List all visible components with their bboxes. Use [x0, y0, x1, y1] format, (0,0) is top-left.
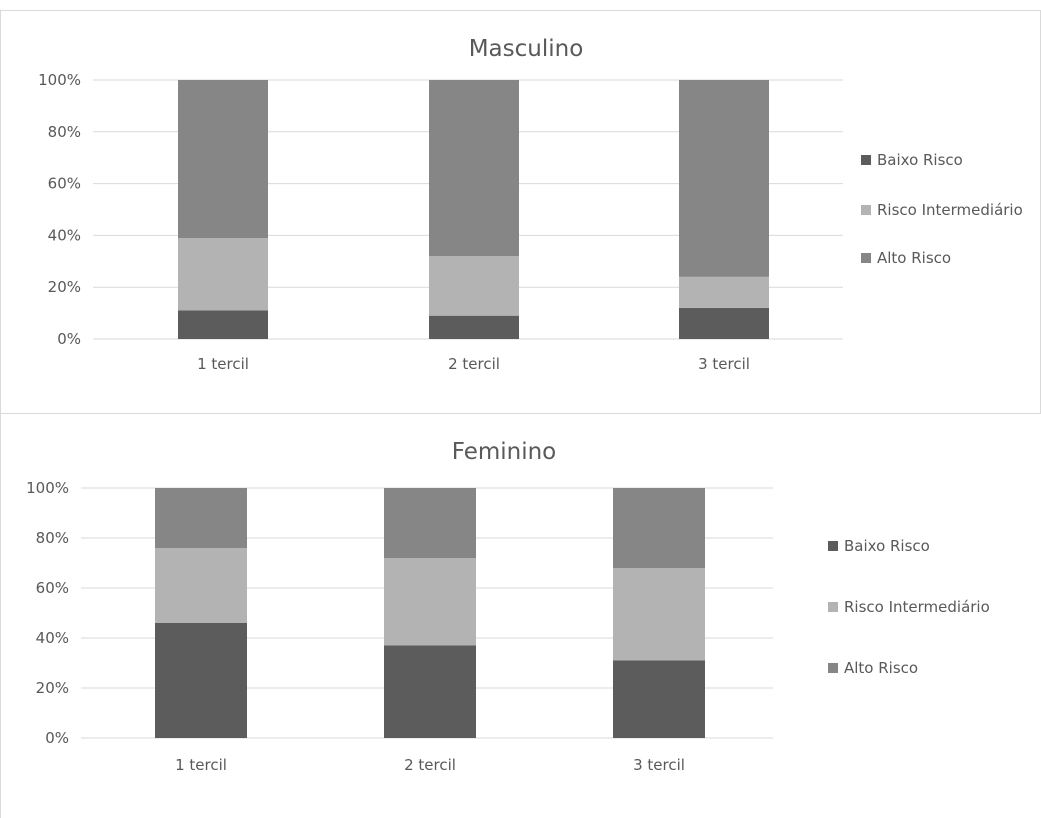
- y-tick-label: 20%: [36, 679, 69, 697]
- legend-label: Alto Risco: [844, 659, 918, 677]
- y-tick-label: 60%: [36, 579, 69, 597]
- y-tick-label: 100%: [26, 479, 69, 497]
- x-tick-label: 3 tercil: [633, 756, 685, 774]
- bar-segment: [178, 237, 268, 311]
- y-tick-label: 20%: [48, 278, 81, 296]
- y-tick-label: 40%: [36, 629, 69, 647]
- bar-segment: [155, 488, 247, 548]
- bar-segment: [679, 276, 769, 308]
- chart-masculino: Masculino 0% 20% 40% 60% 80% 100% 1 tercil 2 te…: [38, 36, 1023, 373]
- y-tick-label: 0%: [57, 330, 81, 348]
- bar-segment: [679, 80, 769, 277]
- bar-segment: [384, 645, 476, 738]
- y-tick-label: 80%: [36, 529, 69, 547]
- bar-segment: [429, 80, 519, 257]
- bar-segment: [429, 256, 519, 316]
- y-tick-label: 80%: [48, 123, 81, 141]
- x-tick-label: 3 tercil: [698, 355, 750, 373]
- bar-segment: [384, 558, 476, 646]
- bar-segment: [613, 660, 705, 738]
- legend-label: Risco Intermediário: [844, 598, 990, 616]
- x-tick-label: 2 tercil: [404, 756, 456, 774]
- chart-panel-feminino: Feminino 0% 20% 40% 60% 80% 100% 1 tercil 2 ter…: [0, 414, 1041, 818]
- bar-segment: [384, 488, 476, 558]
- legend-label: Baixo Risco: [844, 537, 930, 555]
- y-tick-label: 0%: [45, 729, 69, 747]
- bar-segment: [613, 568, 705, 661]
- bar-segment: [155, 623, 247, 738]
- legend-swatch: [828, 663, 838, 673]
- chart-feminino: Feminino 0% 20% 40% 60% 80% 100% 1 tercil 2 ter…: [26, 439, 990, 774]
- legend-swatch: [861, 155, 871, 165]
- legend-swatch: [828, 541, 838, 551]
- x-tick-label: 1 tercil: [175, 756, 227, 774]
- legend-swatch: [861, 205, 871, 215]
- x-tick-label: 2 tercil: [448, 355, 500, 373]
- y-tick-label: 100%: [38, 71, 81, 89]
- legend-swatch: [861, 253, 871, 263]
- x-tick-label: 1 tercil: [197, 355, 249, 373]
- bar-segment: [155, 548, 247, 623]
- bar-segment: [429, 315, 519, 339]
- y-tick-label: 60%: [48, 175, 81, 193]
- chart-panel-masculino: Masculino 0% 20% 40% 60% 80% 100% 1 tercil 2 te…: [0, 10, 1041, 414]
- bar-segment: [178, 80, 268, 238]
- bar-segment: [613, 488, 705, 568]
- bar-segment: [679, 307, 769, 339]
- chart-title: Masculino: [469, 36, 584, 62]
- legend-label: Baixo Risco: [877, 151, 963, 169]
- chart-title: Feminino: [452, 439, 557, 465]
- legend-label: Risco Intermediário: [877, 201, 1023, 219]
- y-tick-label: 40%: [48, 226, 81, 244]
- legend-swatch: [828, 602, 838, 612]
- bar-segment: [178, 310, 268, 339]
- legend-label: Alto Risco: [877, 249, 951, 267]
